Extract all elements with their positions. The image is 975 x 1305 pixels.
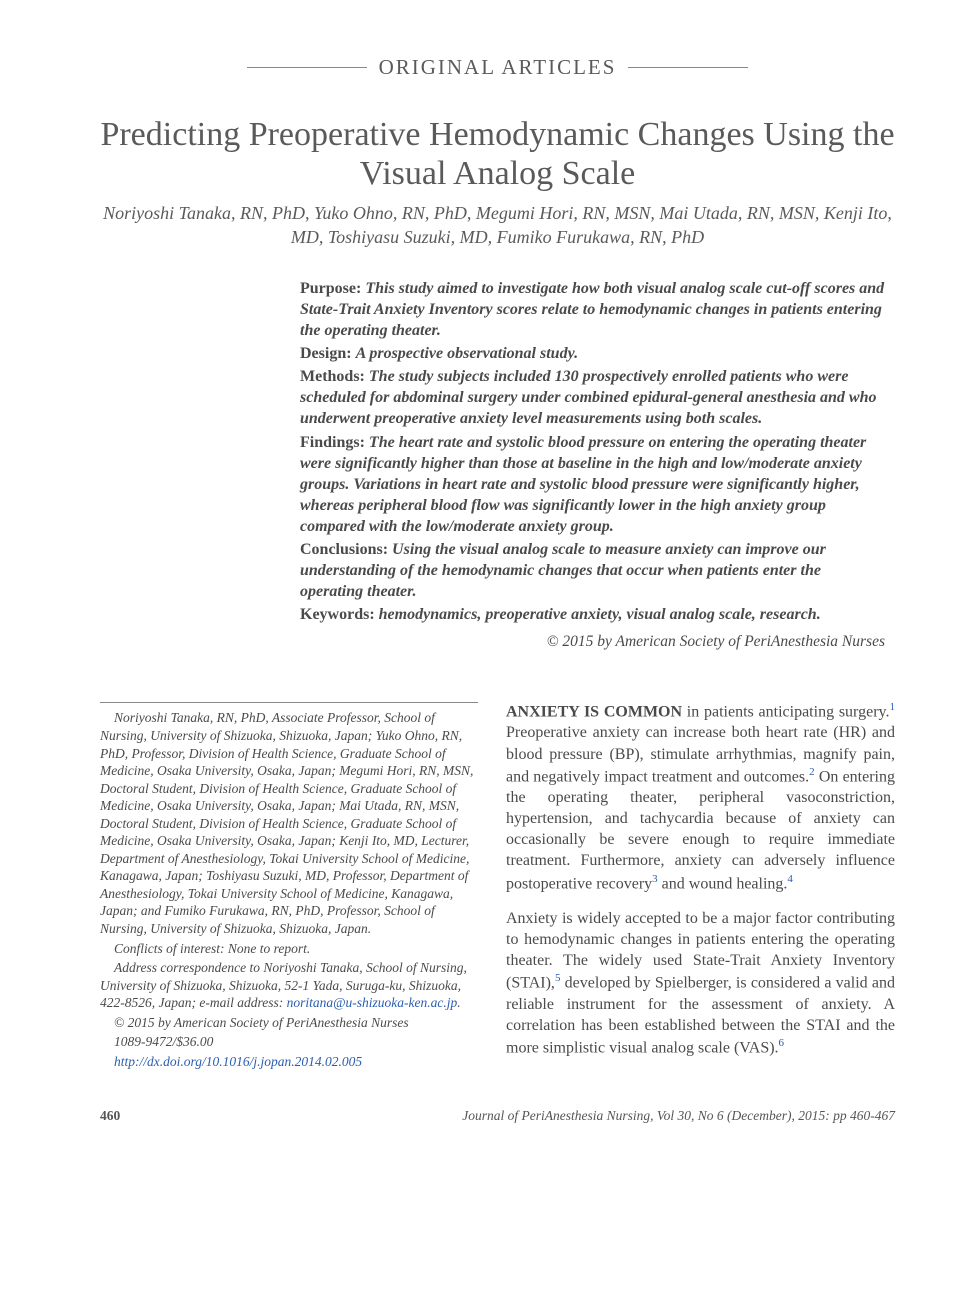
page-number: 460 — [100, 1108, 120, 1124]
body-p1: ANXIETY IS COMMON in patients anticipati… — [506, 700, 895, 894]
ref-1[interactable]: 1 — [890, 701, 896, 713]
findings-text: The heart rate and systolic blood pressu… — [300, 434, 866, 535]
p1-cont3: and wound healing. — [658, 875, 788, 892]
findings-label: Findings: — [300, 434, 365, 451]
rule-right — [628, 67, 748, 68]
abstract: Purpose: This study aimed to investigate… — [300, 278, 885, 652]
methods-text: The study subjects included 130 prospect… — [300, 368, 877, 427]
lower-columns: Noriyoshi Tanaka, RN, PhD, Associate Pro… — [100, 700, 895, 1072]
body-p2: Anxiety is widely accepted to be a major… — [506, 908, 895, 1058]
abstract-design: Design: A prospective observational stud… — [300, 343, 885, 364]
design-label: Design: — [300, 345, 352, 362]
email-link[interactable]: noritana@u-shizuoka-ken.ac.jp — [287, 995, 458, 1010]
methods-label: Methods: — [300, 368, 365, 385]
abstract-purpose: Purpose: This study aimed to investigate… — [300, 278, 885, 341]
abstract-findings: Findings: The heart rate and systolic bl… — [300, 432, 885, 538]
article-title: Predicting Preoperative Hemodynamic Chan… — [100, 115, 895, 193]
footer-citation: Journal of PeriAnesthesia Nursing, Vol 3… — [462, 1108, 895, 1124]
issn: 1089-9472/$36.00 — [100, 1033, 478, 1051]
keywords-text: hemodynamics, preoperative anxiety, visu… — [379, 606, 821, 623]
copyright-footer: © 2015 by American Society of PeriAnesth… — [100, 1014, 478, 1032]
purpose-text: This study aimed to investigate how both… — [300, 280, 884, 339]
ref-4[interactable]: 4 — [787, 873, 793, 885]
abstract-methods: Methods: The study subjects included 130… — [300, 366, 885, 429]
section-header: ORIGINAL ARTICLES — [100, 55, 895, 80]
section-label: ORIGINAL ARTICLES — [379, 55, 617, 80]
doi-link[interactable]: http://dx.doi.org/10.1016/j.jopan.2014.0… — [114, 1054, 362, 1069]
abstract-conclusions: Conclusions: Using the visual analog sca… — [300, 539, 885, 602]
authors: Noriyoshi Tanaka, RN, PhD, Yuko Ohno, RN… — [100, 201, 895, 250]
doi: http://dx.doi.org/10.1016/j.jopan.2014.0… — [100, 1053, 478, 1071]
p1-rest: in patients anticipating surgery. — [682, 703, 889, 720]
p2-cont: developed by Spielberger, is considered … — [506, 975, 895, 1057]
body-column: ANXIETY IS COMMON in patients anticipati… — [506, 700, 895, 1072]
keywords-label: Keywords: — [300, 606, 375, 623]
correspondence: Address correspondence to Noriyoshi Tana… — [100, 959, 478, 1012]
page-footer: 460 Journal of PeriAnesthesia Nursing, V… — [100, 1108, 895, 1124]
design-text: A prospective observational study. — [356, 345, 579, 362]
page: ORIGINAL ARTICLES Predicting Preoperativ… — [0, 0, 975, 1164]
conflicts: Conflicts of interest: None to report. — [100, 940, 478, 958]
keywords: Keywords: hemodynamics, preoperative anx… — [300, 604, 885, 625]
copyright: © 2015 by American Society of PeriAnesth… — [300, 632, 885, 652]
affiliations: Noriyoshi Tanaka, RN, PhD, Associate Pro… — [100, 709, 478, 937]
footnotes-column: Noriyoshi Tanaka, RN, PhD, Associate Pro… — [100, 702, 478, 1072]
ref-6[interactable]: 6 — [779, 1037, 785, 1049]
purpose-label: Purpose: — [300, 280, 361, 297]
p1-cont2: On entering the operating theater, perip… — [506, 768, 895, 892]
conclusions-label: Conclusions: — [300, 541, 388, 558]
email-suffix: . — [457, 995, 460, 1010]
p1-lead: ANXIETY IS COMMON — [506, 703, 682, 720]
rule-left — [247, 67, 367, 68]
